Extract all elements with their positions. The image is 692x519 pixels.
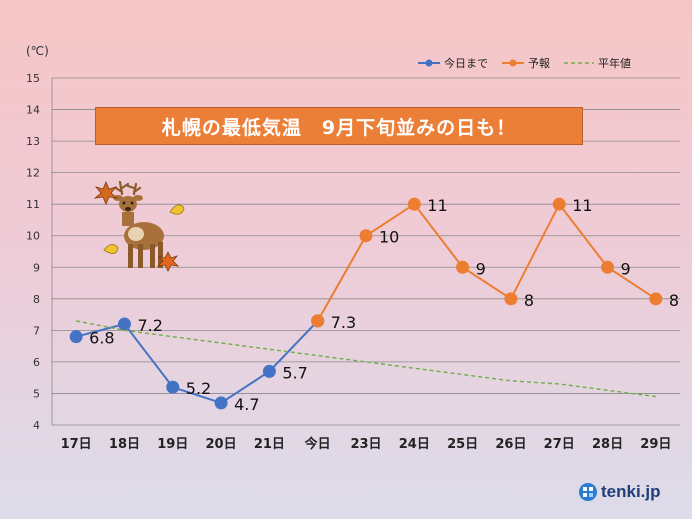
x-axis-ticks: 17日 18日 19日 20日 21日 今日 23日 24日 25日 26日 27日 28日 29日 (61, 436, 672, 452)
series-line (75, 320, 319, 405)
y-tick-label: 10 (26, 230, 40, 243)
y-tick-label: 6 (33, 356, 40, 369)
data-point (407, 197, 421, 211)
data-label: 10 (379, 228, 399, 247)
y-tick-label: 8 (33, 293, 40, 306)
data-point (456, 260, 470, 274)
tenki-logo: tenki.jp (578, 482, 661, 502)
y-tick-label: 5 (33, 387, 40, 400)
legend-item-forecast: 予報 (502, 55, 550, 71)
data-label: 5.7 (282, 363, 307, 382)
logo-text: tenki.jp (601, 482, 661, 501)
data-label: 6.8 (89, 329, 114, 348)
data-label: 8 (669, 291, 679, 310)
y-axis-ticks: 4 5 6 7 8 9 10 11 12 13 14 15 (26, 72, 40, 432)
deer-icon (113, 180, 164, 268)
data-label: 4.7 (234, 395, 259, 414)
data-point (214, 396, 228, 410)
y-tick-label: 7 (33, 324, 40, 337)
legend-label-normal: 平年値 (598, 57, 631, 70)
data-point (601, 260, 615, 274)
series-line (76, 320, 656, 398)
legend-label-actual: 今日まで (444, 57, 488, 70)
x-tick-label: 17日 (61, 437, 92, 452)
deer-illustration (93, 180, 185, 272)
data-label: 9 (621, 259, 631, 278)
data-point (311, 314, 325, 328)
y-axis-unit: (℃) (26, 44, 49, 58)
data-point (262, 364, 276, 378)
x-tick-label: 20日 (206, 437, 237, 452)
y-tick-label: 15 (26, 72, 40, 85)
series-line (316, 202, 657, 322)
x-tick-label: 今日 (304, 436, 331, 452)
data-label: 7.2 (137, 316, 162, 335)
y-tick-label: 13 (26, 135, 40, 148)
x-tick-label: 24日 (399, 437, 430, 452)
legend-item-actual: 今日まで (418, 55, 488, 71)
x-tick-label: 29日 (640, 437, 671, 452)
x-tick-label: 18日 (109, 437, 140, 452)
data-point (359, 229, 373, 243)
data-label: 5.2 (186, 379, 211, 398)
data-point (649, 292, 663, 306)
x-tick-label: 23日 (350, 437, 381, 452)
x-tick-label: 19日 (157, 437, 188, 452)
data-label: 11 (427, 196, 447, 215)
data-point (504, 292, 518, 306)
chart-legend: 今日まで 予報 平年値 (418, 55, 645, 71)
x-tick-label: 28日 (592, 437, 623, 452)
data-point (166, 380, 180, 394)
data-point (117, 317, 131, 331)
chart-series: 6.8 7.2 5.2 4.7 5.7 7.3 10 11 9 8 11 9 8 (69, 196, 679, 414)
x-tick-label: 25日 (447, 437, 478, 452)
y-tick-label: 11 (26, 198, 40, 211)
ginkgo-leaf-icon (103, 204, 185, 254)
data-point (552, 197, 566, 211)
legend-item-normal: 平年値 (564, 55, 631, 71)
data-label: 8 (524, 291, 534, 310)
y-tick-label: 12 (26, 167, 40, 180)
logo-icon (579, 483, 597, 501)
x-tick-label: 27日 (544, 437, 575, 452)
maple-leaf-icon (93, 180, 180, 272)
data-label: 11 (572, 196, 592, 215)
y-tick-label: 9 (33, 261, 40, 274)
y-tick-label: 4 (33, 419, 40, 432)
x-tick-label: 21日 (254, 437, 285, 452)
data-label: 9 (476, 259, 486, 278)
x-tick-label: 26日 (495, 437, 526, 452)
legend-label-forecast: 予報 (528, 57, 550, 70)
data-point (69, 330, 83, 344)
y-tick-label: 14 (26, 104, 40, 117)
data-label: 7.3 (331, 313, 356, 332)
chart-title: 札幌の最低気温 9月下旬並みの日も！ (95, 107, 583, 145)
